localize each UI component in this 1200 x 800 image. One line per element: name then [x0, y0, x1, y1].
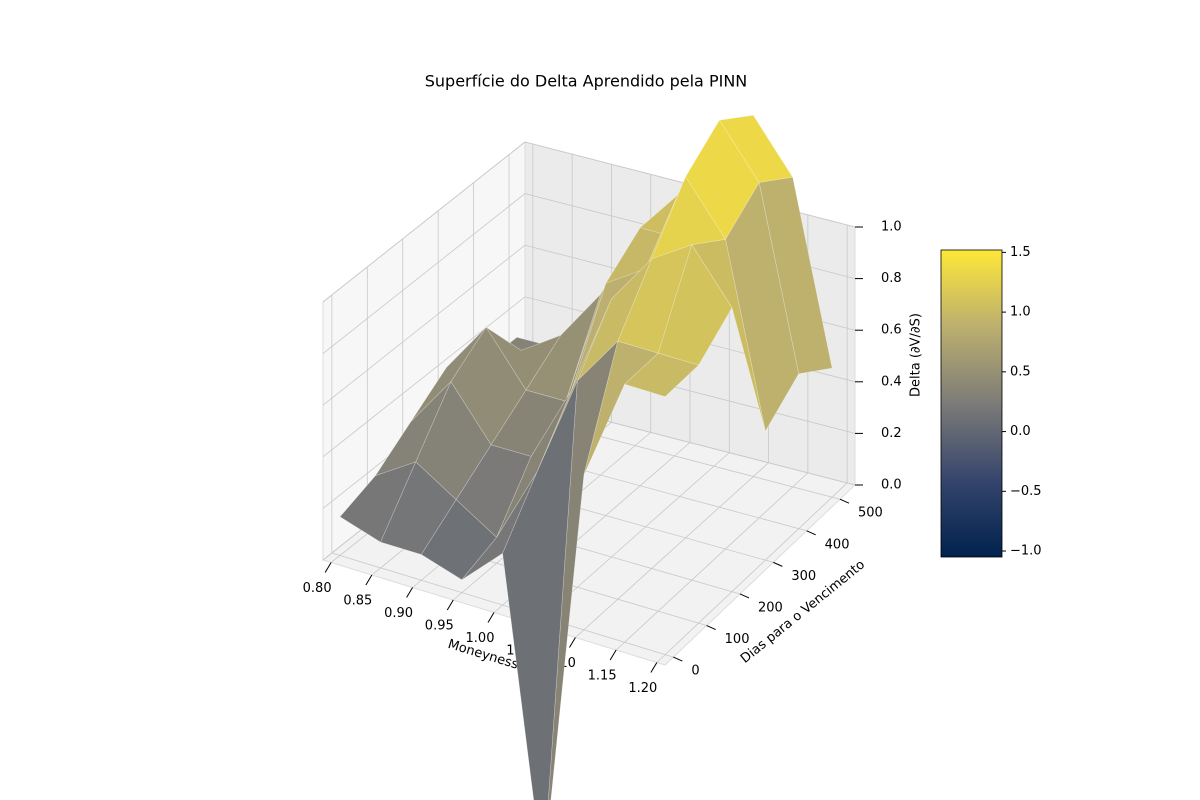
grid-line — [656, 482, 848, 663]
colorbar — [940, 249, 1003, 558]
x-tick-label: 0.80 — [303, 581, 332, 596]
y-tick-label: 0 — [691, 664, 699, 679]
grid-line — [322, 244, 526, 406]
tick-mark — [839, 498, 850, 504]
colorbar-tick-label: 0.5 — [1010, 364, 1031, 379]
colorbar-tick-label: −1.0 — [1010, 544, 1042, 559]
grid-line — [331, 552, 674, 658]
z-axis-label: Delta (∂V/∂S) — [909, 313, 924, 397]
x-tick-label: 1.15 — [588, 669, 617, 684]
x-tick-label: 1.20 — [628, 681, 657, 696]
surface-patch — [624, 352, 700, 397]
colorbar-tick-label: 1.5 — [1010, 245, 1031, 260]
grid-line — [322, 296, 526, 458]
grid-line — [322, 193, 526, 354]
x-tick-label: 0.90 — [384, 606, 413, 621]
x-tick-label: 1.00 — [466, 631, 495, 646]
x-tick-label: 0.95 — [425, 619, 454, 634]
y-tick-label: 200 — [758, 600, 783, 615]
colorbar-tick-label: −0.5 — [1010, 484, 1042, 499]
tick-mark — [673, 656, 683, 662]
z-tick-label: 1.0 — [881, 220, 902, 235]
tick-mark — [739, 593, 750, 599]
tick-mark — [324, 562, 332, 573]
y-tick-label: 300 — [791, 569, 816, 584]
tick-mark — [773, 561, 783, 567]
tick-mark — [650, 662, 658, 673]
colorbar-tick-label: 1.0 — [1010, 305, 1031, 320]
colorbar-tick-label: 0.0 — [1010, 424, 1031, 439]
tick-mark — [806, 530, 816, 536]
surface-patch — [725, 181, 800, 432]
z-tick-label: 0.4 — [881, 374, 902, 389]
chart-title: Superfície do Delta Aprendido pela PINN — [425, 72, 748, 91]
y-tick-label: 100 — [725, 632, 750, 647]
tick-mark — [568, 637, 576, 648]
x-tick-label: 0.85 — [343, 594, 372, 609]
y-tick-label: 500 — [858, 506, 883, 521]
tick-mark — [706, 625, 716, 630]
grid-line — [575, 462, 769, 638]
tick-mark — [365, 574, 373, 586]
tick-mark — [487, 612, 495, 623]
z-tick-label: 0.0 — [881, 478, 902, 493]
z-tick-label: 0.2 — [881, 426, 902, 441]
grid-line — [615, 472, 809, 651]
z-tick-label: 0.6 — [881, 323, 902, 338]
tick-mark — [609, 649, 617, 661]
tick-mark — [446, 599, 454, 611]
z-tick-label: 0.8 — [881, 271, 902, 286]
surface-patch — [657, 243, 733, 366]
grid-line — [322, 141, 526, 303]
y-tick-label: 400 — [825, 537, 850, 552]
tick-mark — [406, 587, 414, 598]
